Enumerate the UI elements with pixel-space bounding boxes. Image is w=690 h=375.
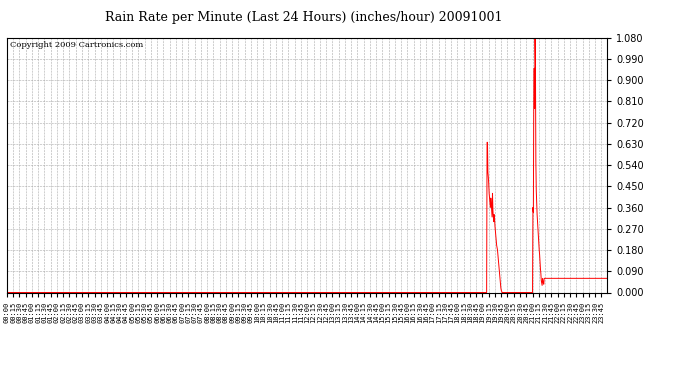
Text: Rain Rate per Minute (Last 24 Hours) (inches/hour) 20091001: Rain Rate per Minute (Last 24 Hours) (in…	[105, 11, 502, 24]
Text: Copyright 2009 Cartronics.com: Copyright 2009 Cartronics.com	[10, 41, 143, 50]
